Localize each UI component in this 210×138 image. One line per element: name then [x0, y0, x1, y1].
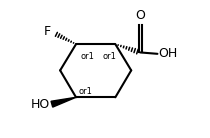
Text: F: F — [43, 25, 50, 38]
Text: HO: HO — [30, 98, 50, 111]
Polygon shape — [51, 97, 76, 107]
Text: or1: or1 — [80, 52, 94, 61]
Text: OH: OH — [159, 47, 178, 60]
Text: O: O — [135, 9, 145, 22]
Text: or1: or1 — [102, 52, 116, 61]
Text: or1: or1 — [79, 87, 92, 96]
